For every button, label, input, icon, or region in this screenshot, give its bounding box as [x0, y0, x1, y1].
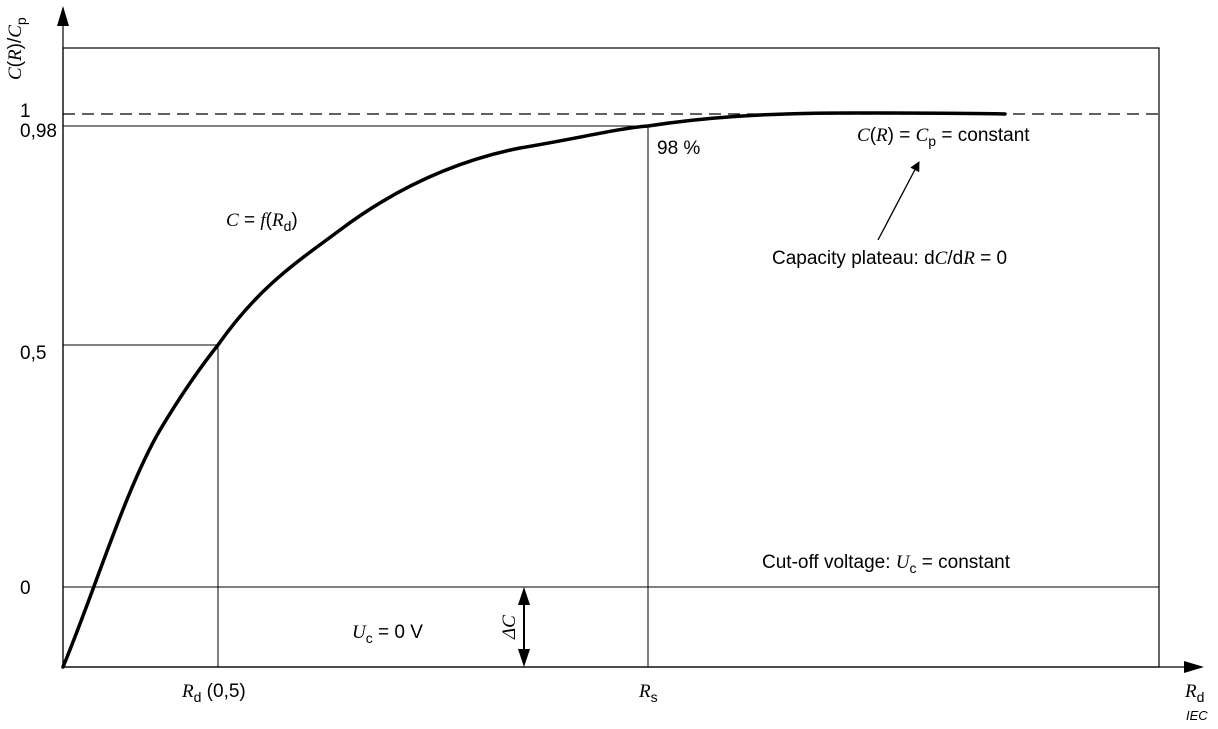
uc-zero-label: Uc = 0 V	[352, 622, 423, 646]
x-axis-label: Rd	[1184, 681, 1204, 705]
y-tick-05: 0,5	[20, 343, 46, 364]
plateau-pointer-arrow	[877, 161, 920, 241]
capacity-curve	[61, 111, 1007, 669]
delta-c-arrowhead-bottom	[518, 649, 530, 667]
y-tick-098: 0,98	[20, 121, 57, 142]
x-mark-rd05: Rd (0,5)	[181, 681, 246, 705]
delta-c-label: ΔC	[499, 615, 520, 640]
iec-watermark: IEC	[1186, 708, 1208, 723]
capacity-plateau-label: Capacity plateau: dC/dR = 0	[772, 248, 1007, 269]
y-tick-1: 1	[20, 101, 31, 122]
percent-label: 98 %	[657, 138, 700, 159]
x-axis-arrow	[1184, 661, 1204, 673]
delta-c-arrowhead-top	[518, 587, 530, 605]
y-axis-label: C(R)/Cp	[5, 17, 29, 80]
cutoff-voltage-label: Cut-off voltage: Uc = constant	[762, 552, 1011, 576]
curve-equation-label: C = f(Rd)	[226, 210, 298, 234]
x-mark-rs: Rs	[638, 681, 658, 705]
plateau-constant-label: C(R) = Cp = constant	[857, 125, 1030, 149]
y-tick-0: 0	[20, 578, 31, 599]
y-axis-arrow	[57, 6, 69, 26]
